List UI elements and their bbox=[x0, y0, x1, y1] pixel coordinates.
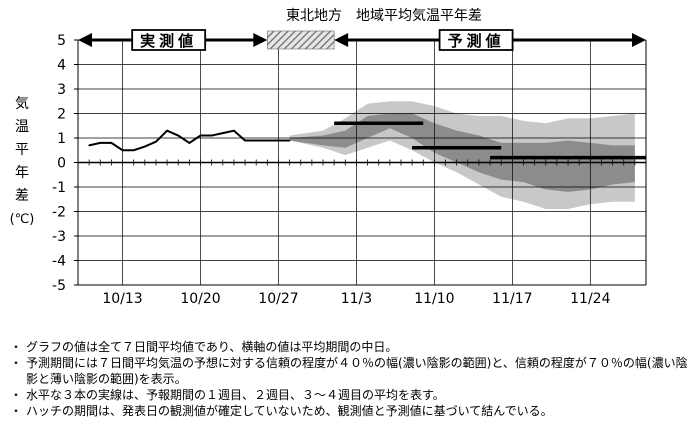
y-tick-label: 4 bbox=[57, 58, 66, 74]
note-item: ・ハッチの期間は、発表日の観測値が確定していないため、観測値と予測値に基づいて結… bbox=[8, 403, 696, 419]
x-tick-label: 11/3 bbox=[341, 291, 372, 307]
observed-point bbox=[288, 139, 291, 142]
x-axis: 10/13 10/20 10/27 11/3 11/10 11/17 11/24 bbox=[78, 284, 646, 307]
chart-notes: ・グラフの値は全て７日間平均値であり、横軸の値は平均期間の中日。・予測期間には７… bbox=[8, 339, 696, 419]
x-tick-label: 10/13 bbox=[102, 291, 142, 307]
x-tick-label: 11/17 bbox=[492, 291, 532, 307]
y-tick-label: 0 bbox=[57, 156, 66, 172]
note-item: ・グラフの値は全て７日間平均値であり、横軸の値は平均期間の中日。 bbox=[8, 339, 696, 355]
observed-period-label: 実測値 bbox=[140, 32, 197, 50]
observed-point bbox=[199, 134, 202, 137]
observed-point bbox=[166, 129, 168, 132]
x-tick-label: 11/24 bbox=[570, 291, 610, 307]
y-label-char: 温 bbox=[15, 119, 29, 135]
hatch-period bbox=[267, 30, 335, 50]
note-text: 予測期間には７日間平均気温の予想に対する信頼の程度が４０％の幅(濃い陰影の範囲)… bbox=[26, 356, 688, 386]
observed-point bbox=[266, 139, 269, 142]
note-bullet: ・ bbox=[10, 404, 23, 418]
x-tick-label: 11/10 bbox=[414, 291, 454, 307]
observed-point bbox=[144, 145, 146, 148]
observed-point bbox=[233, 129, 235, 132]
observed-period-box bbox=[131, 29, 207, 51]
note-text: グラフの値は全て７日間平均値であり、横軸の値は平均期間の中日。 bbox=[26, 340, 398, 354]
forecast-right-arrow bbox=[632, 33, 646, 47]
y-tick-label: 5 bbox=[57, 33, 66, 49]
y-tick-label: -1 bbox=[52, 180, 66, 196]
observed-series bbox=[88, 129, 291, 152]
observed-point bbox=[177, 134, 180, 137]
note-bullet: ・ bbox=[10, 388, 23, 402]
observed-point bbox=[244, 139, 246, 142]
y-tick-label: -2 bbox=[52, 205, 66, 221]
y-label-unit: (℃) bbox=[10, 212, 35, 227]
period-indicator: 実測値 予測値 bbox=[78, 29, 646, 51]
x-tick-label: 10/27 bbox=[258, 291, 298, 307]
observed-point bbox=[88, 144, 90, 147]
y-label-char: 平 bbox=[15, 142, 29, 158]
chart-title: 東北地方 地域平均気温平年差 bbox=[286, 8, 482, 24]
y-tick-label: 3 bbox=[57, 82, 66, 98]
observed-point bbox=[221, 132, 224, 134]
y-tick-label: -3 bbox=[52, 229, 66, 245]
observed-point bbox=[277, 139, 280, 142]
observed-point bbox=[155, 140, 157, 143]
observed-line bbox=[88, 129, 290, 152]
note-text: ハッチの期間は、発表日の観測値が確定していないため、観測値と予測値に基づいて結ん… bbox=[26, 404, 553, 418]
observed-point bbox=[121, 149, 124, 152]
y-tick-label: 2 bbox=[57, 107, 66, 123]
inner-band-40pct bbox=[289, 113, 635, 192]
y-label-char: 年 bbox=[15, 165, 29, 181]
forecast-left-arrow bbox=[334, 33, 349, 47]
forecast-period-label: 予測値 bbox=[448, 32, 505, 50]
y-axis-label: 気温平年差 (℃) bbox=[10, 96, 35, 227]
note-text: 水平な３本の実線は、予報期間の１週目、２週目、３～４週目の平均を表す。 bbox=[26, 388, 445, 402]
confidence-bands bbox=[289, 101, 635, 210]
observed-point bbox=[110, 142, 113, 144]
note-bullet: ・ bbox=[10, 356, 23, 370]
observed-point bbox=[210, 134, 213, 137]
y-tick-label: -5 bbox=[52, 278, 66, 294]
observed-point bbox=[188, 142, 191, 144]
temperature-anomaly-chart: 東北地方 地域平均気温平年差 気温平年差 (℃) 実測値 予測値 10/13 10/2… bbox=[10, 8, 647, 307]
y-label-char: 気 bbox=[15, 96, 29, 112]
observed-point bbox=[255, 139, 257, 142]
y-axis: 5 4 3 2 1 0 -1 -2 -3 -4 -5 bbox=[52, 33, 647, 294]
observed-right-arrow bbox=[253, 33, 268, 47]
note-item: ・水平な３本の実線は、予報期間の１週目、２週目、３～４週目の平均を表す。 bbox=[8, 387, 696, 403]
y-tick-label: -4 bbox=[52, 254, 66, 270]
note-item: ・予測期間には７日間平均気温の予想に対する信頼の程度が４０％の幅(濃い陰影の範囲… bbox=[8, 355, 696, 387]
note-bullet: ・ bbox=[10, 340, 23, 354]
grid-lines bbox=[77, 39, 647, 285]
x-tick-label: 10/20 bbox=[180, 291, 220, 307]
observed-point bbox=[132, 149, 135, 152]
forecast-period-box bbox=[438, 29, 514, 51]
weekly-mean-lines bbox=[334, 121, 646, 160]
observed-left-arrow bbox=[78, 33, 92, 47]
y-tick-label: 1 bbox=[57, 131, 66, 147]
observed-point bbox=[99, 142, 102, 144]
y-label-char: 差 bbox=[15, 188, 29, 204]
